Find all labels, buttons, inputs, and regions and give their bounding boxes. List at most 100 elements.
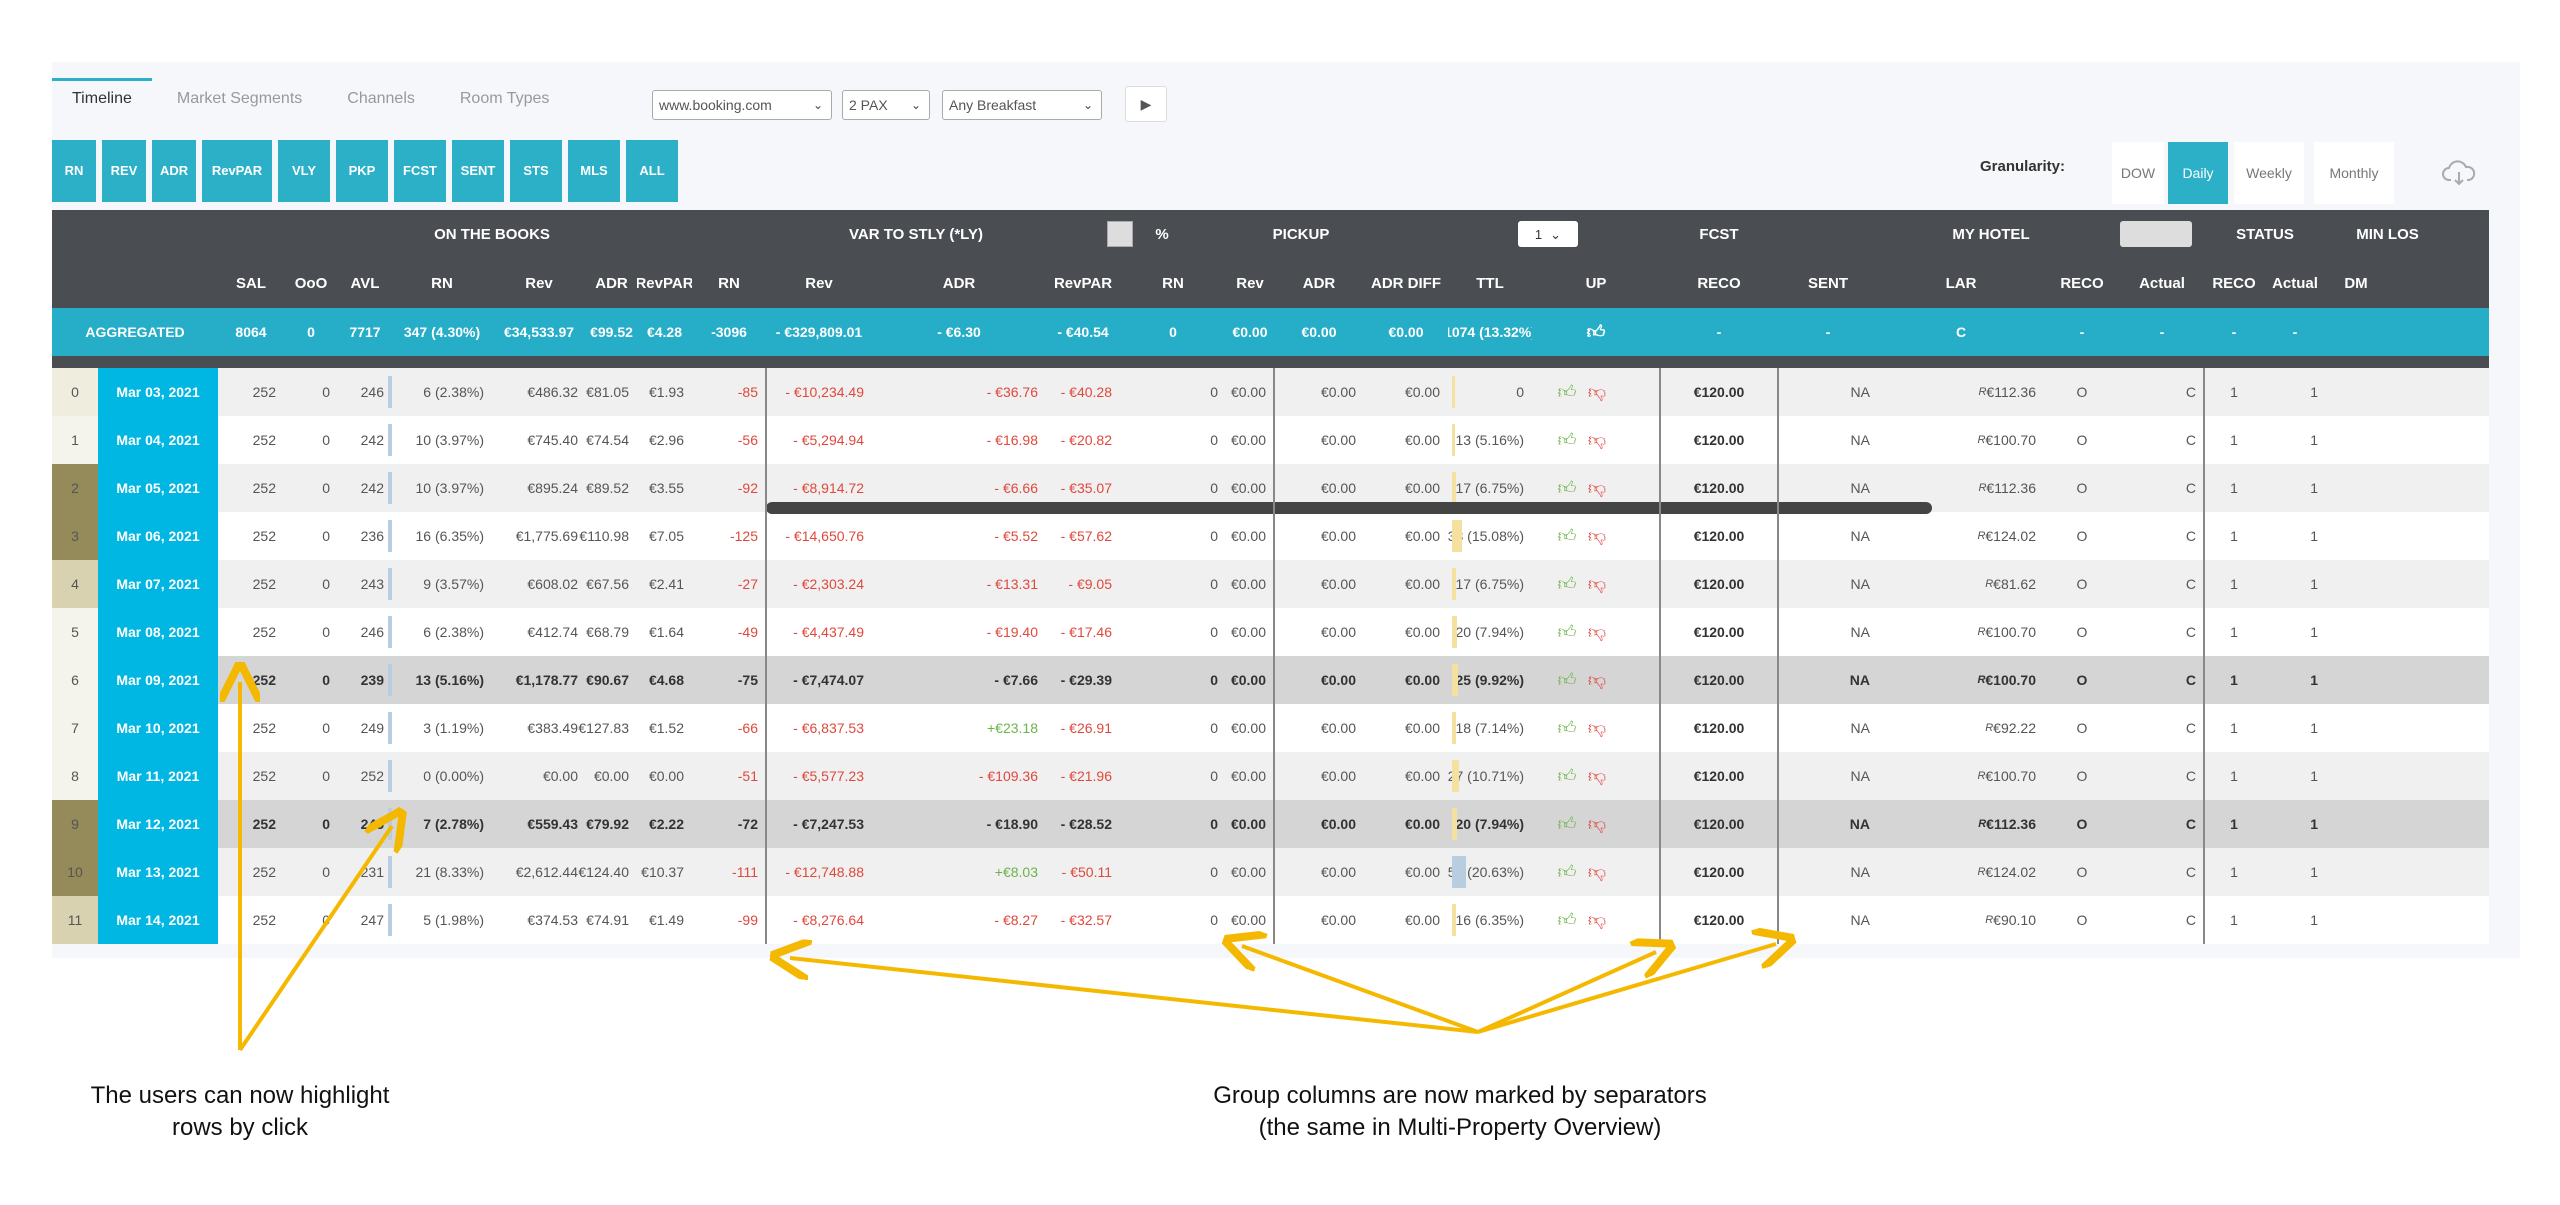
row-date[interactable]: Mar 06, 2021	[98, 512, 218, 560]
approve-reco[interactable]: 👍︎	[1552, 848, 1582, 896]
table-row[interactable]: 10 Mar 13, 2021 252 0 231 21 (8.33%) €2,612.44…	[52, 848, 2489, 896]
col-header-adr[interactable]: ADR	[595, 275, 628, 292]
metric-button-fcst[interactable]: FCST	[394, 140, 446, 202]
col-header-rn[interactable]: RN	[1162, 275, 1184, 292]
row-date[interactable]: Mar 09, 2021	[98, 656, 218, 704]
thumbs-down-icon[interactable]: 👎︎	[1587, 670, 1607, 690]
pickup-select[interactable]: 1 ⌄	[1518, 221, 1578, 247]
metric-button-rn[interactable]: RN	[52, 140, 96, 202]
approve-reco[interactable]: 👍︎	[1552, 704, 1582, 752]
table-row[interactable]: 0 Mar 03, 2021 252 0 246 6 (2.38%) €486.32 €81.…	[52, 368, 2489, 416]
metric-button-all[interactable]: ALL	[626, 140, 678, 202]
row-date[interactable]: Mar 12, 2021	[98, 800, 218, 848]
col-header-sal[interactable]: SAL	[236, 275, 266, 292]
reject-reco[interactable]: 👎︎	[1582, 416, 1612, 464]
table-row[interactable]: 9 Mar 12, 2021 252 0 245 7 (2.78%) €559.43 €79.…	[52, 800, 2489, 848]
reject-reco[interactable]: 👎︎	[1582, 512, 1612, 560]
reject-reco[interactable]: 👎︎	[1582, 800, 1612, 848]
table-row[interactable]: 1 Mar 04, 2021 252 0 242 10 (3.97%) €745.40 €74…	[52, 416, 2489, 464]
reject-reco[interactable]: 👎︎	[1582, 704, 1612, 752]
col-header-reco[interactable]: RECO	[1697, 275, 1741, 292]
col-header-adr-diff[interactable]: ADR DIFF	[1371, 275, 1441, 292]
thumbs-up-icon[interactable]: 👍︎	[1557, 382, 1577, 402]
pax-select[interactable]: 2 PAX ⌄	[842, 90, 930, 120]
approve-reco[interactable]: 👍︎	[1552, 464, 1582, 512]
reject-reco[interactable]: 👎︎	[1582, 848, 1612, 896]
metric-button-rev[interactable]: REV	[102, 140, 146, 202]
col-header-sent[interactable]: SENT	[1807, 275, 1848, 292]
thumbs-down-icon[interactable]: 👎︎	[1587, 382, 1607, 402]
approve-reco[interactable]: 👍︎	[1552, 512, 1582, 560]
granularity-dow[interactable]: DOW	[2112, 142, 2164, 204]
thumbs-down-icon[interactable]: 👎︎	[1587, 526, 1607, 546]
reject-reco[interactable]: 👎︎	[1582, 752, 1612, 800]
approve-reco[interactable]: 👍︎	[1552, 800, 1582, 848]
table-row[interactable]: 11 Mar 14, 2021 252 0 247 5 (1.98%) €374.53 €74…	[52, 896, 2489, 944]
approve-reco[interactable]: 👍︎	[1552, 608, 1582, 656]
table-row[interactable]: 5 Mar 08, 2021 252 0 246 6 (2.38%) €412.74 €68.…	[52, 608, 2489, 656]
approve-reco[interactable]: 👍︎	[1552, 416, 1582, 464]
table-row[interactable]: 4 Mar 07, 2021 252 0 243 9 (3.57%) €608.02 €67.…	[52, 560, 2489, 608]
thumbs-down-icon[interactable]: 👎︎	[1587, 718, 1607, 738]
thumbs-up-icon[interactable]: 👍︎	[1557, 478, 1577, 498]
table-row[interactable]: 6 Mar 09, 2021 252 0 239 13 (5.16%) €1,178.77 €…	[52, 656, 2489, 704]
thumbs-down-icon[interactable]: 👎︎	[1587, 766, 1607, 786]
metric-button-vly[interactable]: VLY	[278, 140, 330, 202]
granularity-monthly[interactable]: Monthly	[2314, 142, 2394, 204]
tab-room-types[interactable]: Room Types	[459, 90, 550, 107]
thumbs-down-icon[interactable]: 👎︎	[1587, 478, 1607, 498]
granularity-daily[interactable]: Daily	[2168, 142, 2228, 204]
thumbs-down-icon[interactable]: 👎︎	[1587, 910, 1607, 930]
approve-reco[interactable]: 👍︎	[1552, 896, 1582, 944]
reject-reco[interactable]: 👎︎	[1582, 560, 1612, 608]
col-header-ooo[interactable]: OoO	[294, 275, 328, 292]
col-header-adr[interactable]: ADR	[942, 275, 976, 292]
col-header-revpar[interactable]: RevPAR	[1053, 275, 1113, 292]
thumbs-down-icon[interactable]: 👎︎	[1587, 862, 1607, 882]
col-header-rev[interactable]: Rev	[525, 275, 553, 292]
row-date[interactable]: Mar 04, 2021	[98, 416, 218, 464]
table-row[interactable]: 3 Mar 06, 2021 252 0 236 16 (6.35%) €1,775.69 €…	[52, 512, 2489, 560]
col-header-ttl[interactable]: TTL	[1476, 275, 1504, 292]
granularity-weekly[interactable]: Weekly	[2234, 142, 2304, 204]
row-date[interactable]: Mar 13, 2021	[98, 848, 218, 896]
col-header-up[interactable]: UP	[1585, 275, 1607, 292]
metric-button-mls[interactable]: MLS	[568, 140, 620, 202]
col-header-reco[interactable]: RECO	[2212, 275, 2256, 292]
my-hotel-toggle[interactable]	[2120, 221, 2192, 247]
tab-market-segments[interactable]: Market Segments	[176, 90, 303, 107]
row-date[interactable]: Mar 11, 2021	[98, 752, 218, 800]
approve-reco[interactable]: 👍︎	[1552, 752, 1582, 800]
thumbs-down-icon[interactable]: 👎︎	[1587, 814, 1607, 834]
thumbs-down-icon[interactable]: 👎︎	[1587, 574, 1607, 594]
thumbs-up-icon[interactable]: 👍︎	[1557, 862, 1577, 882]
tab-timeline[interactable]: Timeline	[52, 78, 152, 120]
metric-button-pkp[interactable]: PKP	[336, 140, 388, 202]
aggregated-row[interactable]: AGGREGATED 8064 0 7717 347 (4.30%) €34,533.97…	[52, 308, 2489, 356]
col-header-adr[interactable]: ADR	[1302, 275, 1336, 292]
reject-reco[interactable]: 👎︎	[1582, 656, 1612, 704]
row-date[interactable]: Mar 14, 2021	[98, 896, 218, 944]
metric-button-revpar[interactable]: RevPAR	[202, 140, 272, 202]
approve-reco[interactable]: 👍︎	[1552, 368, 1582, 416]
table-row[interactable]: 7 Mar 10, 2021 252 0 249 3 (1.19%) €383.49 €127…	[52, 704, 2489, 752]
col-header-rn[interactable]: RN	[718, 275, 740, 292]
thumbs-up-icon[interactable]: 👍︎	[1557, 574, 1577, 594]
thumbs-down-icon[interactable]: 👎︎	[1587, 622, 1607, 642]
col-header-reco[interactable]: RECO	[2060, 275, 2104, 292]
col-header-rev[interactable]: Rev	[1236, 275, 1264, 292]
metric-button-sent[interactable]: SENT	[452, 140, 504, 202]
thumbs-up-icon[interactable]: 👍︎	[1557, 718, 1577, 738]
breakfast-select[interactable]: Any Breakfast ⌄	[942, 90, 1102, 120]
reject-reco[interactable]: 👎︎	[1582, 464, 1612, 512]
thumbs-up-icon[interactable]: 👍︎	[1557, 430, 1577, 450]
col-header-actual[interactable]: Actual	[2139, 275, 2185, 292]
thumbs-up-icon[interactable]: 👍︎	[1557, 910, 1577, 930]
row-date[interactable]: Mar 05, 2021	[98, 464, 218, 512]
col-header-dm[interactable]: DM	[2344, 275, 2368, 292]
col-header-actual[interactable]: Actual	[2272, 275, 2318, 292]
channel-select[interactable]: www.booking.com ⌄	[652, 90, 832, 120]
thumbs-down-icon[interactable]: 👎︎	[1587, 430, 1607, 450]
row-date[interactable]: Mar 08, 2021	[98, 608, 218, 656]
col-header-rn[interactable]: RN	[431, 275, 453, 292]
